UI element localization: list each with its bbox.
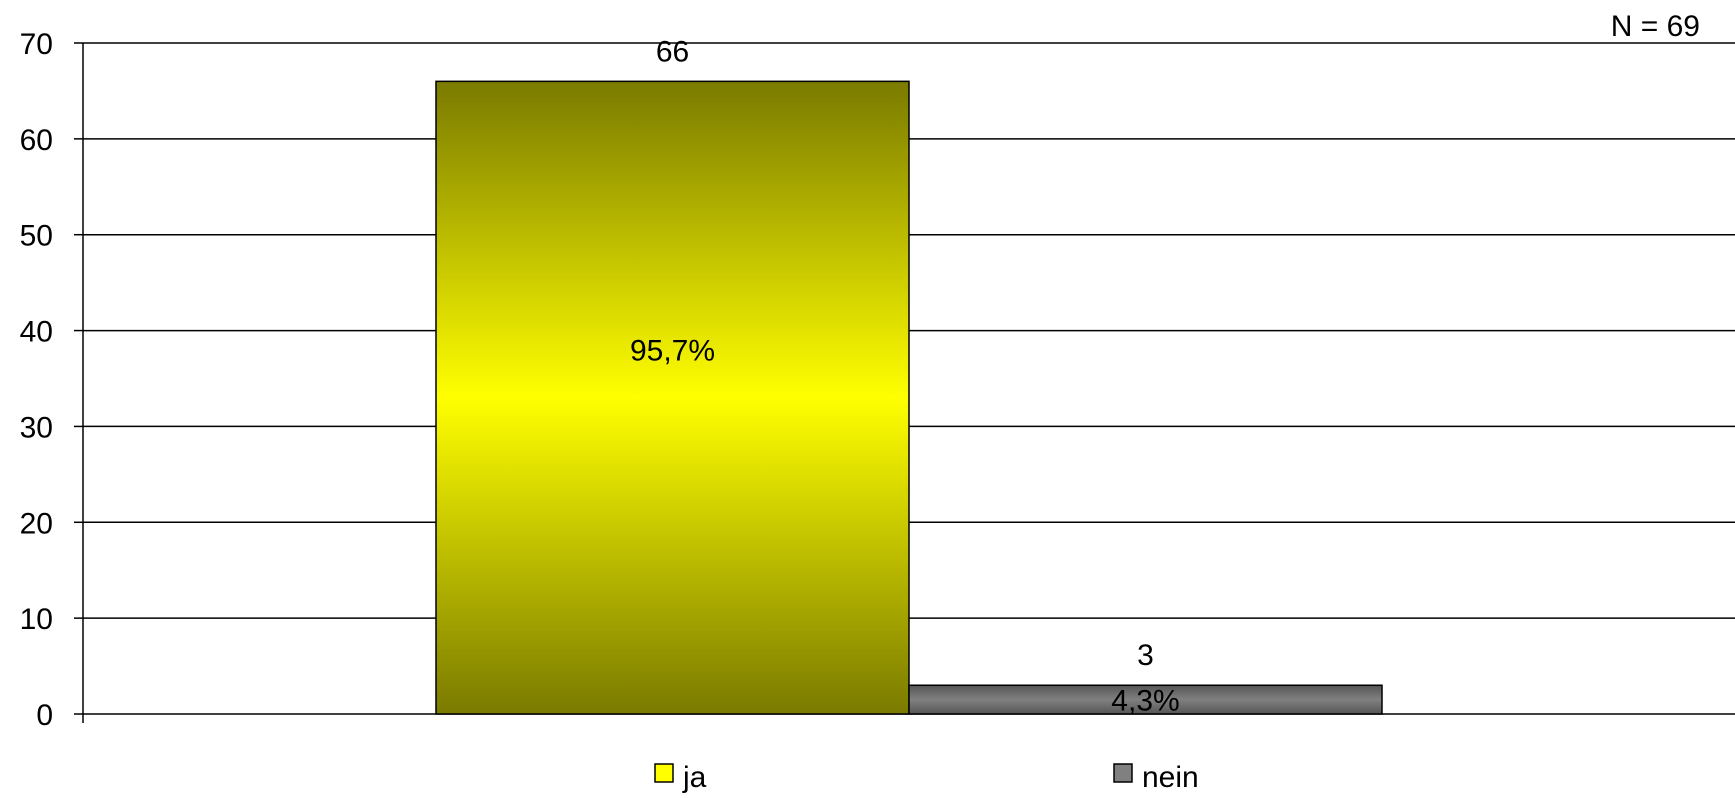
y-tick-label: 50 xyxy=(20,220,53,253)
legend: ja nein xyxy=(654,761,1199,794)
legend-label-ja: ja xyxy=(682,761,707,794)
value-label-nein: 3 xyxy=(1137,639,1154,672)
y-axis: 0 10 20 30 40 50 60 70 xyxy=(20,28,84,732)
y-tick-label: 10 xyxy=(20,603,53,636)
legend-swatch-nein xyxy=(1113,763,1133,783)
legend-label-nein: nein xyxy=(1142,761,1199,794)
y-tick-label: 70 xyxy=(20,28,53,61)
y-tick-label: 0 xyxy=(36,699,53,732)
data-labels: 66 95,7% 3 4,3% xyxy=(630,35,1180,717)
bar-ja xyxy=(435,80,910,715)
y-tick-label: 60 xyxy=(20,124,53,157)
legend-swatch-ja xyxy=(654,763,674,783)
value-label-ja: 66 xyxy=(656,35,689,68)
bar-nein xyxy=(908,684,1383,715)
percent-label-nein: 4,3% xyxy=(1111,685,1179,718)
percent-label-ja: 95,7% xyxy=(630,335,715,368)
y-tick-label: 20 xyxy=(20,507,53,540)
sample-size-annotation: N = 69 xyxy=(1611,10,1700,43)
y-tick-label: 40 xyxy=(20,316,53,349)
bars xyxy=(435,80,1383,715)
y-tick-label: 30 xyxy=(20,411,53,444)
